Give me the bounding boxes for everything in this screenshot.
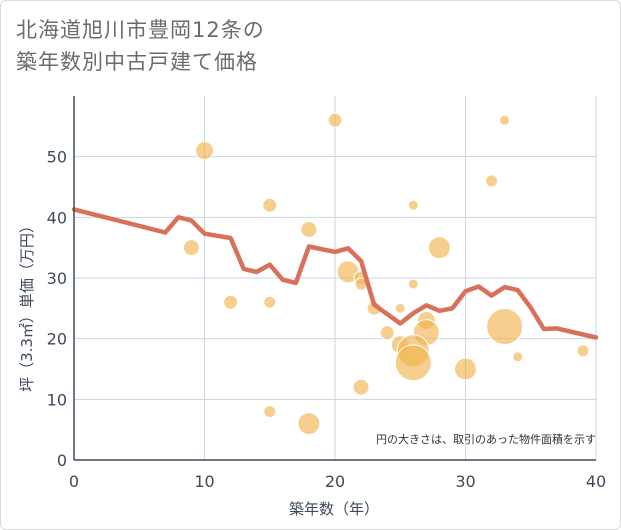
x-tick-label: 20 (325, 472, 345, 491)
bubble-point (512, 351, 524, 363)
bubble-point (454, 357, 477, 381)
bubble-point (262, 197, 278, 213)
chart-title: 北海道旭川市豊岡12条の 築年数別中古戸建て価格 (16, 14, 265, 78)
y-tick-label: 30 (47, 269, 67, 288)
y-axis-label: 坪（3.3㎡）単価（万円） (18, 218, 36, 392)
bubble-point (576, 344, 590, 358)
bubble-point (379, 325, 395, 341)
bubble-point (427, 236, 451, 260)
tick-labels: 0 10 20 30 40 0 10 20 30 40 50 (47, 148, 607, 491)
bubble-point (394, 344, 432, 382)
x-tick-label: 0 (69, 472, 79, 491)
bubble-point (223, 294, 239, 310)
x-tick-label: 40 (586, 472, 606, 491)
title-line-1: 北海道旭川市豊岡12条の (16, 18, 265, 42)
bubble-point (195, 141, 214, 161)
bubble-point (485, 174, 499, 188)
bubble-point (486, 308, 524, 346)
title-line-2: 築年数別中古戸建て価格 (16, 50, 258, 74)
bubble-size-note: 円の大きさは、取引のあった物件面積を示す (376, 432, 596, 446)
y-tick-label: 40 (47, 208, 67, 227)
bubble-point (407, 199, 419, 211)
y-tick-label: 0 (57, 451, 67, 470)
bubble-point (327, 112, 343, 128)
x-tick-label: 10 (194, 472, 214, 491)
bubble-point (263, 404, 277, 418)
bubble-point (499, 114, 511, 126)
y-tick-label: 50 (47, 148, 67, 167)
x-tick-label: 30 (455, 472, 475, 491)
bubble-point (394, 302, 406, 314)
y-tick-label: 10 (47, 390, 67, 409)
bubble-point (263, 295, 277, 309)
bubble-point (352, 378, 370, 396)
trend-line-group (71, 207, 599, 340)
gridlines (74, 96, 597, 460)
bubble-point (182, 239, 200, 257)
y-tick-label: 20 (47, 330, 67, 349)
bubble-point (407, 278, 419, 290)
x-axis-label: 築年数（年） (289, 500, 379, 518)
axes (73, 96, 596, 461)
bubble-point (300, 220, 318, 238)
trend-line (71, 207, 599, 340)
bubble-point (297, 412, 321, 436)
bubble-series (182, 112, 590, 436)
